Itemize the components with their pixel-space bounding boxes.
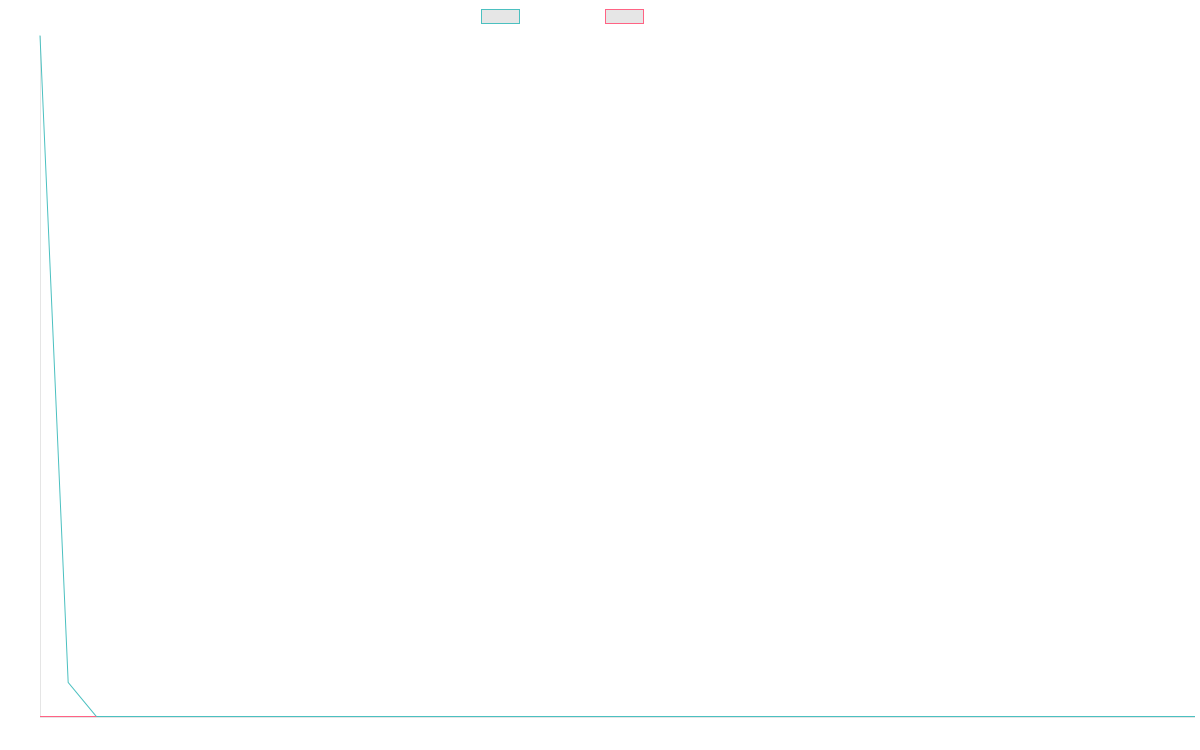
legend [0, 9, 1200, 27]
legend-swatch-series-2[interactable] [605, 9, 644, 24]
series-line-1 [39, 35, 1195, 717]
legend-swatch-series-1[interactable] [481, 9, 520, 24]
series-layer [39, 35, 1195, 717]
